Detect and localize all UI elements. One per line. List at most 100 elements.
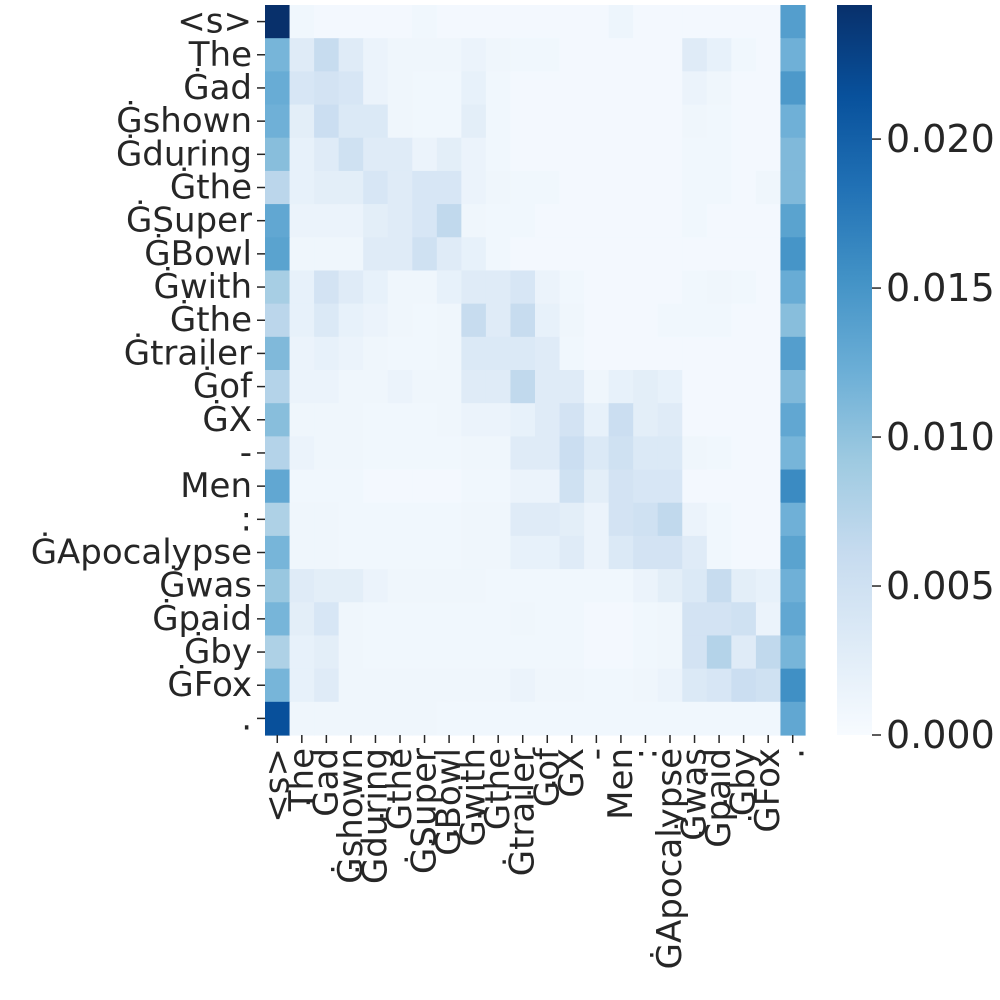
- heatmap-cell: [608, 237, 634, 272]
- heatmap-cell: [387, 701, 413, 736]
- heatmap-cell: [535, 137, 561, 172]
- heatmap-cell: [436, 237, 462, 272]
- heatmap-cell: [682, 502, 708, 537]
- heatmap-cell: [535, 502, 561, 537]
- heatmap-cell: [755, 469, 782, 504]
- heatmap-cell: [412, 170, 438, 205]
- heatmap-cell: [731, 602, 757, 637]
- heatmap-cell: [510, 436, 536, 471]
- heatmap-cell: [731, 436, 757, 471]
- heatmap-cell: [387, 403, 413, 437]
- heatmap-cell: [436, 403, 462, 437]
- heatmap-cell: [633, 38, 659, 72]
- heatmap-cell: [387, 38, 413, 72]
- heatmap-cell: [535, 237, 561, 272]
- heatmap-cell: [535, 569, 561, 603]
- heatmap-cell: [755, 701, 782, 736]
- heatmap-cell: [436, 569, 462, 603]
- heatmap-cell: [559, 237, 585, 272]
- heatmap-cell: [559, 403, 585, 437]
- heatmap-cell: [314, 668, 340, 703]
- heatmap-cell: [608, 336, 634, 371]
- heatmap-cell: [387, 635, 413, 670]
- heatmap-cell: [289, 71, 315, 106]
- y-tick-label: Ġwith: [154, 266, 252, 307]
- x-tick-label: ĠX: [551, 748, 592, 798]
- heatmap-cell: [682, 38, 708, 72]
- heatmap-cell: [535, 204, 561, 238]
- y-tick-label: Ġof: [193, 366, 253, 407]
- heatmap-cell: [535, 303, 561, 338]
- heatmap-cell: [657, 635, 683, 670]
- heatmap-cell: [657, 5, 683, 39]
- heatmap-cell: [461, 137, 487, 172]
- heatmap-cell: [412, 237, 438, 272]
- heatmap-cell: [265, 71, 291, 106]
- heatmap-cell: [485, 602, 512, 637]
- heatmap-cell: [682, 204, 708, 238]
- heatmap-cell: [633, 535, 659, 570]
- heatmap-cell: [731, 237, 757, 272]
- heatmap-cell: [338, 535, 364, 570]
- heatmap-cell: [510, 635, 536, 670]
- heatmap-cell: [461, 701, 487, 736]
- x-tick-label: Men: [601, 748, 641, 820]
- heatmap-cell: [485, 502, 512, 537]
- heatmap-cell: [559, 170, 585, 205]
- y-tick-label: Ġby: [184, 631, 252, 672]
- heatmap-cell: [657, 71, 683, 106]
- heatmap-cell: [363, 38, 389, 72]
- heatmap-cell: [682, 668, 708, 703]
- heatmap-cell: [731, 38, 757, 72]
- heatmap-cell: [510, 5, 536, 39]
- heatmap-cell: [780, 237, 806, 272]
- heatmap-cell: [338, 303, 364, 338]
- heatmap-cell: [682, 270, 708, 305]
- heatmap-cell: [755, 569, 782, 603]
- y-tick-label: ĠBowl: [144, 233, 252, 274]
- heatmap-cell: [559, 71, 585, 106]
- heatmap-cell: [780, 5, 806, 39]
- colorbar-tick-label: 0.015: [886, 266, 995, 310]
- heatmap-cell: [780, 336, 806, 371]
- heatmap-cell: [706, 71, 732, 106]
- heatmap-cell: [633, 204, 659, 238]
- heatmap-cell: [265, 370, 291, 404]
- heatmap-cell: [608, 635, 634, 670]
- heatmap-cell: [755, 303, 782, 338]
- heatmap-cell: [314, 469, 340, 504]
- heatmap-cell: [289, 569, 315, 603]
- heatmap-cell: [461, 602, 487, 637]
- x-tick-label: Ġwith: [453, 748, 494, 846]
- heatmap-cell: [436, 668, 462, 703]
- heatmap-cell: [584, 270, 610, 305]
- heatmap-cell: [363, 635, 389, 670]
- heatmap-cell: [338, 5, 364, 39]
- heatmap-cell: [657, 38, 683, 72]
- heatmap-cell: [510, 104, 536, 139]
- heatmap-cell: [412, 635, 438, 670]
- heatmap-cell: [608, 38, 634, 72]
- heatmap-cell: [682, 403, 708, 437]
- heatmap-cell: [436, 469, 462, 504]
- heatmap-cell: [731, 569, 757, 603]
- heatmap-cell: [706, 104, 732, 139]
- heatmap-cell: [608, 104, 634, 139]
- heatmap-cell: [584, 303, 610, 338]
- heatmap-cell: [608, 535, 634, 570]
- heatmap-cell: [559, 635, 585, 670]
- heatmap-cell: [682, 71, 708, 106]
- y-tick-label: ĠX: [202, 399, 252, 440]
- heatmap-cell: [436, 71, 462, 106]
- x-tick-label: ĠBowl: [428, 748, 469, 856]
- heatmap-cell: [608, 668, 634, 703]
- heatmap-cell: [559, 38, 585, 72]
- colorbar-gradient: [837, 5, 872, 735]
- heatmap-cell: [461, 635, 487, 670]
- y-tick-label: ĠApocalypse: [31, 532, 252, 573]
- x-tick-label: Ġad: [305, 748, 346, 817]
- heatmap-cell: [559, 137, 585, 172]
- heatmap-cell: [608, 469, 634, 504]
- heatmap-cell: [314, 170, 340, 205]
- heatmap-cell: [584, 569, 610, 603]
